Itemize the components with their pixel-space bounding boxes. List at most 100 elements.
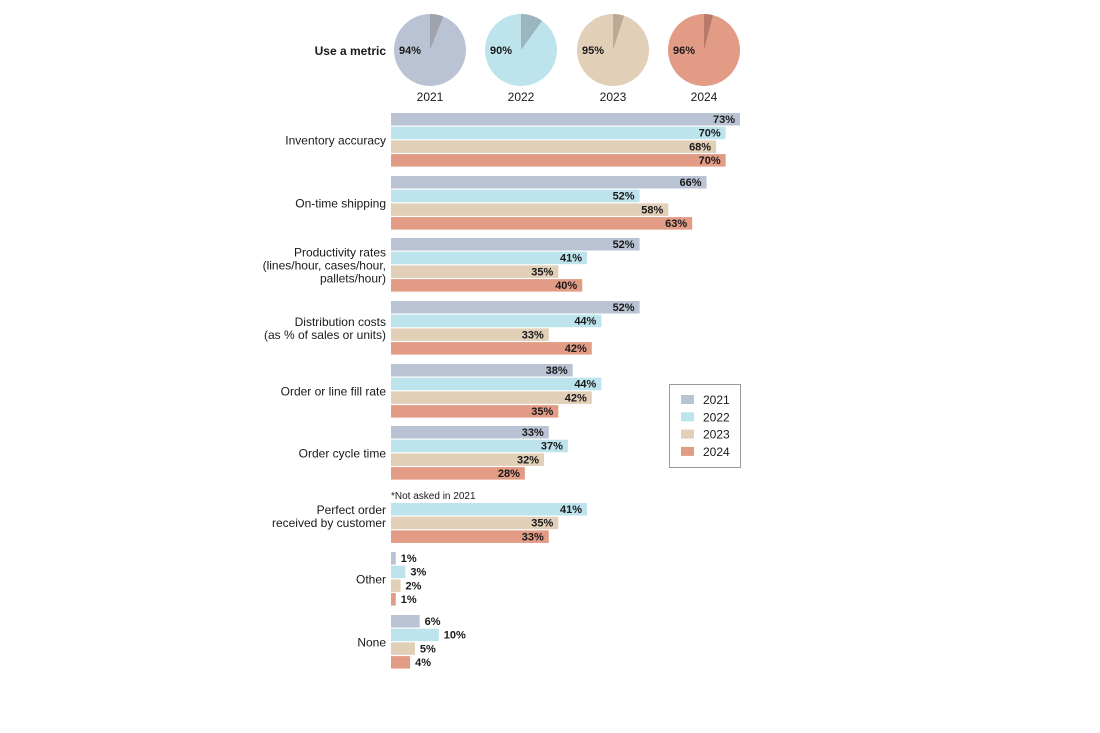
bar-value-label: 37% xyxy=(541,441,563,453)
bar-2022 xyxy=(391,377,602,391)
bar-value-label: 42% xyxy=(565,343,587,355)
bar-2023 xyxy=(391,328,549,341)
bar-2024 xyxy=(391,154,726,167)
pie-2021 xyxy=(394,14,466,86)
bar-value-label: 63% xyxy=(665,218,687,230)
bar-2024 xyxy=(391,279,583,292)
pie-slice-2024-no xyxy=(704,14,713,50)
bar-value-label: 1% xyxy=(401,594,417,606)
pie-value-label: 94% xyxy=(399,45,421,57)
pie-year-label: 2022 xyxy=(508,90,535,104)
bar-2022 xyxy=(391,251,588,265)
bar-value-label: 10% xyxy=(444,630,466,642)
bar-value-label: 42% xyxy=(565,392,587,404)
footnote: *Not asked in 2021 xyxy=(391,491,476,502)
bar-value-label: 52% xyxy=(613,191,635,203)
legend-label: 2023 xyxy=(703,428,730,442)
bar-value-label: 52% xyxy=(613,239,635,251)
pie-slice-2023-no xyxy=(613,14,625,50)
bar-2022 xyxy=(391,126,726,140)
bar-value-label: 44% xyxy=(574,379,596,391)
bar-2021 xyxy=(391,364,573,377)
bar-2024 xyxy=(391,656,411,669)
pie-year-label: 2023 xyxy=(600,90,627,104)
pie-year-label: 2024 xyxy=(691,90,718,104)
bar-value-label: 73% xyxy=(713,114,735,126)
bar-2024 xyxy=(391,342,592,355)
pie-value-label: 95% xyxy=(582,45,604,57)
bar-value-label: 33% xyxy=(522,329,544,341)
bar-2022 xyxy=(391,565,406,579)
bar-value-label: 6% xyxy=(425,616,441,628)
category-label: Productivity rates xyxy=(294,245,386,259)
pie-row-label: Use a metric xyxy=(315,44,387,58)
category-label: Distribution costs xyxy=(295,315,386,329)
pie-2023 xyxy=(577,14,649,86)
bar-2022 xyxy=(391,189,640,203)
bar-value-label: 1% xyxy=(401,553,417,565)
legend-label: 2024 xyxy=(703,445,730,459)
legend-label: 2021 xyxy=(703,393,730,407)
bar-value-label: 44% xyxy=(574,316,596,328)
category-label: Perfect order xyxy=(317,503,386,517)
pie-value-label: 96% xyxy=(673,45,695,57)
bar-2023 xyxy=(391,516,559,530)
category-label: On-time shipping xyxy=(295,196,386,210)
legend-swatch-2023 xyxy=(681,429,694,439)
bar-2021 xyxy=(391,615,420,628)
category-label: Order cycle time xyxy=(299,446,387,460)
category-label: (as % of sales or units) xyxy=(264,328,386,342)
bar-2021 xyxy=(391,113,740,126)
bar-2023 xyxy=(391,140,717,153)
legend-swatch-2021 xyxy=(681,395,694,404)
pie-value-label: 90% xyxy=(490,45,512,57)
bar-2023 xyxy=(391,642,415,655)
bar-2022 xyxy=(391,628,439,642)
bar-2021 xyxy=(391,176,707,189)
bar-2024 xyxy=(391,593,396,606)
legend-swatch-2022 xyxy=(681,412,694,422)
category-label: pallets/hour) xyxy=(320,271,386,285)
pie-year-label: 2021 xyxy=(417,90,444,104)
bar-value-label: 3% xyxy=(410,567,426,579)
bar-2023 xyxy=(391,265,559,278)
legend-label: 2022 xyxy=(703,410,730,424)
pie-slice-2021-no xyxy=(430,14,444,50)
bar-value-label: 58% xyxy=(641,204,663,216)
bar-value-label: 52% xyxy=(613,302,635,314)
bar-value-label: 33% xyxy=(522,427,544,439)
bar-value-label: 2% xyxy=(406,580,422,592)
bar-value-label: 33% xyxy=(522,531,544,543)
bar-2023 xyxy=(391,391,592,404)
bar-value-label: 35% xyxy=(531,518,553,530)
bar-value-label: 32% xyxy=(517,454,539,466)
bar-value-label: 68% xyxy=(689,141,711,153)
bar-2024 xyxy=(391,530,549,543)
category-label: received by customer xyxy=(272,516,386,530)
bar-value-label: 41% xyxy=(560,504,582,516)
category-label: Order or line fill rate xyxy=(281,384,387,398)
bar-2024 xyxy=(391,467,525,480)
bar-value-label: 35% xyxy=(531,406,553,418)
bar-value-label: 40% xyxy=(555,280,577,292)
pie-2024 xyxy=(668,14,740,86)
bar-value-label: 4% xyxy=(415,657,431,669)
bar-2021 xyxy=(391,426,549,439)
bar-2024 xyxy=(391,405,559,418)
pie-slice-2022-no xyxy=(521,14,543,50)
bar-2021 xyxy=(391,301,640,314)
bar-2022 xyxy=(391,439,568,453)
category-label: None xyxy=(357,635,386,649)
bar-2023 xyxy=(391,453,544,466)
bar-2024 xyxy=(391,217,693,230)
category-label: (lines/hour, cases/hour, xyxy=(263,258,386,272)
category-label: Other xyxy=(356,572,386,586)
bar-value-label: 70% xyxy=(699,128,721,140)
bar-value-label: 41% xyxy=(560,253,582,265)
bar-2022 xyxy=(391,314,602,328)
bar-2023 xyxy=(391,203,669,216)
bar-value-label: 35% xyxy=(531,266,553,278)
bar-value-label: 5% xyxy=(420,643,436,655)
category-label: Inventory accuracy xyxy=(285,133,386,147)
